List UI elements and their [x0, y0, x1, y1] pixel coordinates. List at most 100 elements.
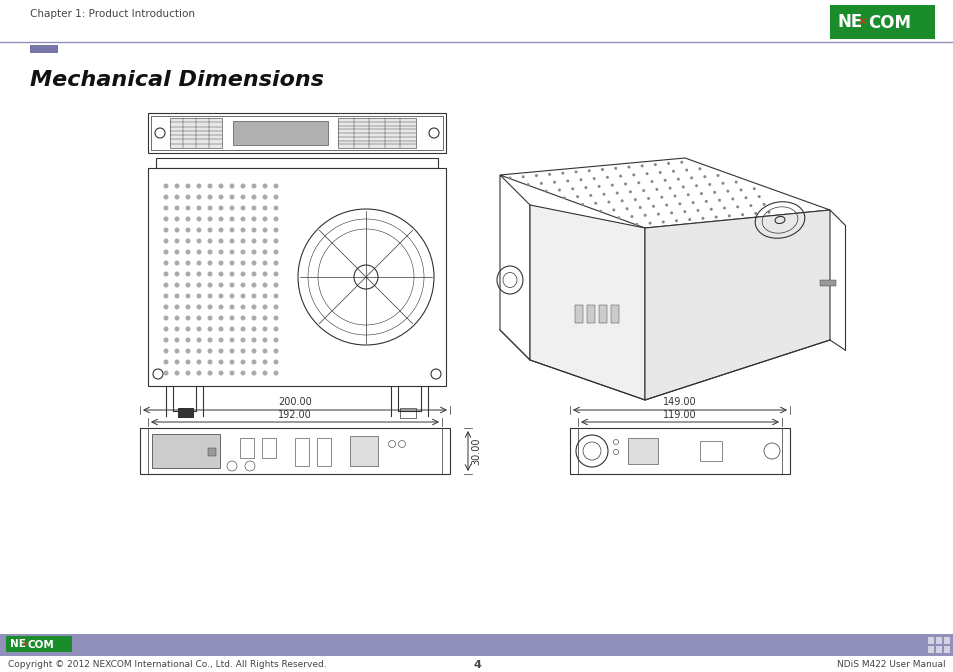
Circle shape: [598, 210, 601, 212]
Text: 119.00: 119.00: [662, 410, 696, 420]
Circle shape: [218, 228, 223, 233]
Circle shape: [743, 196, 747, 200]
Circle shape: [196, 194, 201, 200]
Circle shape: [274, 249, 278, 255]
Circle shape: [185, 261, 191, 265]
Circle shape: [252, 282, 256, 288]
Circle shape: [252, 360, 256, 364]
Bar: [399, 408, 416, 418]
Circle shape: [230, 327, 234, 331]
Circle shape: [673, 194, 676, 198]
Text: NDiS M422 User Manual: NDiS M422 User Manual: [837, 660, 945, 669]
Circle shape: [196, 261, 201, 265]
Circle shape: [274, 337, 278, 343]
Circle shape: [196, 216, 201, 222]
Circle shape: [230, 216, 234, 222]
Circle shape: [174, 249, 179, 255]
Polygon shape: [499, 158, 829, 228]
Circle shape: [196, 370, 201, 376]
Polygon shape: [530, 205, 644, 400]
Circle shape: [218, 216, 223, 222]
Circle shape: [240, 349, 245, 353]
Circle shape: [720, 182, 723, 185]
Circle shape: [208, 261, 213, 265]
Circle shape: [174, 327, 179, 331]
Circle shape: [274, 216, 278, 222]
Bar: [30, 45, 58, 53]
Circle shape: [252, 271, 256, 276]
Circle shape: [675, 219, 678, 222]
Circle shape: [725, 190, 729, 193]
Circle shape: [208, 315, 213, 321]
Circle shape: [252, 294, 256, 298]
Text: Mechanical Dimensions: Mechanical Dimensions: [30, 70, 324, 90]
Circle shape: [196, 349, 201, 353]
Bar: [178, 408, 193, 418]
Circle shape: [262, 315, 267, 321]
Circle shape: [185, 183, 191, 189]
Circle shape: [727, 214, 730, 217]
Circle shape: [218, 282, 223, 288]
Circle shape: [731, 198, 734, 200]
Circle shape: [174, 206, 179, 210]
Bar: [627, 438, 658, 464]
Circle shape: [704, 200, 707, 203]
Circle shape: [614, 167, 617, 170]
Circle shape: [677, 177, 679, 181]
Circle shape: [163, 239, 169, 243]
Circle shape: [163, 216, 169, 222]
Circle shape: [174, 271, 179, 276]
Circle shape: [722, 206, 725, 210]
Circle shape: [208, 304, 213, 310]
Circle shape: [185, 249, 191, 255]
Circle shape: [174, 228, 179, 233]
Bar: [598, 305, 606, 323]
Circle shape: [185, 282, 191, 288]
Circle shape: [252, 206, 256, 210]
Bar: [233, 121, 328, 145]
Circle shape: [643, 214, 646, 217]
Circle shape: [535, 174, 537, 177]
Circle shape: [163, 282, 169, 288]
Circle shape: [635, 223, 638, 226]
Circle shape: [521, 175, 524, 178]
Circle shape: [663, 179, 666, 182]
Bar: [140, 428, 450, 474]
Circle shape: [679, 161, 682, 164]
Circle shape: [240, 249, 245, 255]
Circle shape: [640, 165, 643, 167]
Circle shape: [761, 203, 765, 206]
Circle shape: [252, 327, 256, 331]
Circle shape: [597, 185, 600, 188]
Circle shape: [196, 271, 201, 276]
Circle shape: [240, 261, 245, 265]
Bar: [927, 637, 933, 644]
Circle shape: [196, 249, 201, 255]
Circle shape: [163, 271, 169, 276]
Circle shape: [274, 282, 278, 288]
Circle shape: [208, 327, 213, 331]
Circle shape: [208, 239, 213, 243]
Circle shape: [262, 183, 267, 189]
Circle shape: [686, 194, 689, 196]
Circle shape: [218, 315, 223, 321]
Circle shape: [174, 315, 179, 321]
Circle shape: [262, 370, 267, 376]
Circle shape: [589, 194, 592, 197]
Bar: [935, 637, 941, 644]
Circle shape: [252, 261, 256, 265]
Circle shape: [628, 190, 631, 194]
Circle shape: [174, 294, 179, 298]
Circle shape: [218, 271, 223, 276]
Circle shape: [702, 175, 705, 178]
Circle shape: [262, 228, 267, 233]
Bar: [700, 441, 721, 461]
Circle shape: [163, 360, 169, 364]
Circle shape: [208, 370, 213, 376]
Circle shape: [185, 370, 191, 376]
Circle shape: [218, 327, 223, 331]
Circle shape: [240, 271, 245, 276]
Circle shape: [240, 183, 245, 189]
Circle shape: [678, 202, 680, 206]
Circle shape: [196, 206, 201, 210]
